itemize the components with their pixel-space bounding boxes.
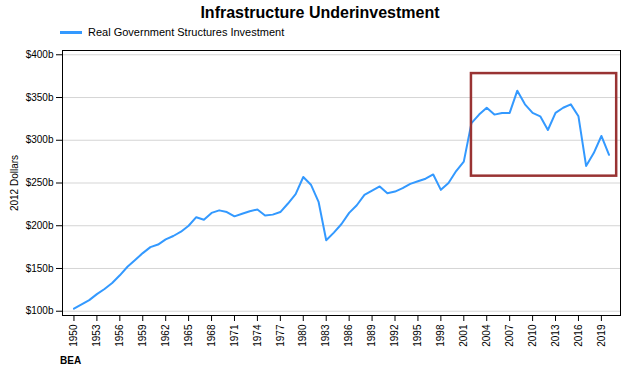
svg-text:$400b: $400b <box>26 49 54 60</box>
svg-text:1953: 1953 <box>91 324 102 347</box>
svg-text:$200b: $200b <box>26 220 54 231</box>
svg-text:2001: 2001 <box>458 324 469 347</box>
svg-text:1986: 1986 <box>343 324 354 347</box>
svg-text:2012 Dollars: 2012 Dollars <box>9 155 20 211</box>
html-text:BEA: BEA <box>60 355 82 366</box>
svg-text:1992: 1992 <box>389 324 400 347</box>
svg-text:2019: 2019 <box>596 324 607 347</box>
html-text:Infrastructure Underinvestment: Infrastructure Underinvestment <box>200 4 440 21</box>
svg-text:$300b: $300b <box>26 134 54 145</box>
html-text:Real Government Structures Inv: Real Government Structures Investment <box>88 26 285 38</box>
svg-text:2013: 2013 <box>550 324 561 347</box>
svg-text:2010: 2010 <box>527 324 538 347</box>
svg-text:1962: 1962 <box>160 324 171 347</box>
svg-text:2007: 2007 <box>504 324 515 347</box>
svg-text:1995: 1995 <box>412 324 423 347</box>
svg-text:1971: 1971 <box>229 324 240 347</box>
svg-text:2004: 2004 <box>481 324 492 347</box>
svg-text:1980: 1980 <box>297 324 308 347</box>
svg-text:1974: 1974 <box>252 324 263 347</box>
svg-text:$250b: $250b <box>26 177 54 188</box>
svg-text:1968: 1968 <box>206 324 217 347</box>
svg-text:1956: 1956 <box>114 324 125 347</box>
svg-text:1965: 1965 <box>183 324 194 347</box>
svg-text:1959: 1959 <box>137 324 148 347</box>
svg-text:$350b: $350b <box>26 92 54 103</box>
svg-text:1950: 1950 <box>68 324 79 347</box>
svg-text:1998: 1998 <box>435 324 446 347</box>
svg-text:1983: 1983 <box>320 324 331 347</box>
svg-text:1977: 1977 <box>275 324 286 347</box>
svg-text:1989: 1989 <box>366 324 377 347</box>
svg-text:$150b: $150b <box>26 263 54 274</box>
svg-text:$100b: $100b <box>26 305 54 316</box>
svg-text:2016: 2016 <box>573 324 584 347</box>
